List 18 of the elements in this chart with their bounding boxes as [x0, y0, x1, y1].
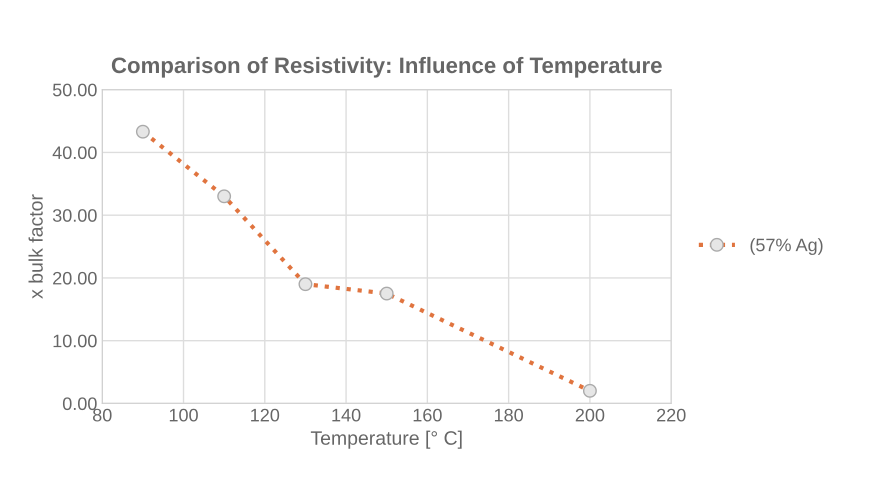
x-tick-label: 220	[657, 408, 686, 422]
x-tick-label: 100	[170, 408, 198, 422]
y-tick-label: 40.00	[52, 146, 97, 160]
y-tick-label: 30.00	[52, 209, 97, 222]
x-tick-label: 80	[92, 408, 112, 422]
y-tick-label: 10.00	[54, 334, 97, 348]
x-tick-label: 180	[494, 408, 523, 422]
y-tick-label: 20.00	[53, 272, 97, 285]
x-tick-label: 160	[414, 408, 442, 422]
y-axis-title: x bulk factor	[28, 194, 43, 299]
legend-label: (57% Ag)	[750, 238, 823, 255]
y-tick-label: 50.00	[52, 84, 97, 96]
x-axis-title: Temperature [° C]	[310, 430, 462, 449]
chart-title: Comparison of Resistivity: Influence of Temperature	[112, 56, 662, 78]
x-tick-label: 140	[332, 408, 360, 422]
x-tick-label: 120	[251, 408, 280, 422]
y-tick-label: 0.00	[62, 397, 97, 410]
x-tick-label: 200	[576, 408, 604, 422]
